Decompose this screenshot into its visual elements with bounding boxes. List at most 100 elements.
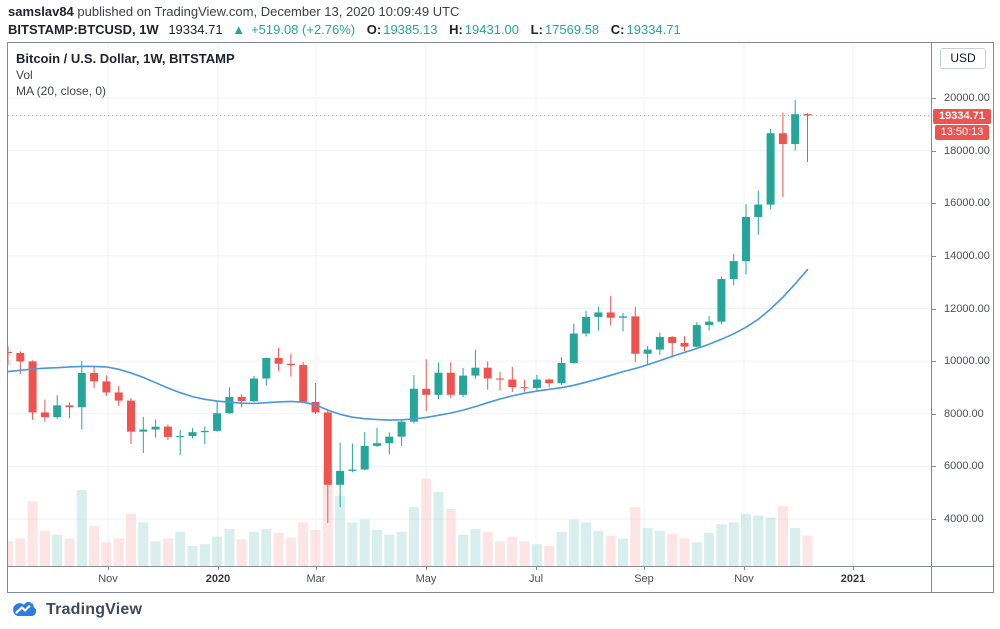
price-tick bbox=[932, 361, 936, 362]
candle-body bbox=[274, 357, 283, 364]
volume-bar bbox=[704, 532, 715, 566]
tradingview-attribution[interactable]: TradingView bbox=[12, 599, 142, 620]
time-axis[interactable]: Nov 2020 Mar May Jul Sep Nov 2021 bbox=[8, 566, 993, 592]
candle-body bbox=[655, 336, 664, 350]
candle-body bbox=[717, 279, 726, 322]
candle-body bbox=[77, 372, 86, 408]
price-tick-label: 20000.00 bbox=[944, 92, 990, 104]
candle-body bbox=[237, 396, 246, 402]
time-tick bbox=[536, 567, 537, 570]
candle-body bbox=[53, 405, 62, 418]
time-tick bbox=[744, 567, 745, 570]
candle-body bbox=[582, 316, 591, 334]
volume-bar bbox=[556, 531, 567, 566]
volume-bar bbox=[777, 506, 788, 566]
candle-body bbox=[286, 363, 295, 366]
price-tick bbox=[932, 309, 936, 310]
candle-body bbox=[139, 429, 148, 432]
last-price: 19334.71 bbox=[168, 22, 223, 37]
volume-bar bbox=[224, 528, 235, 566]
candle-body bbox=[409, 388, 418, 422]
volume-bar bbox=[605, 535, 616, 566]
author-name: samslav84 bbox=[8, 4, 74, 19]
price-tick-label: 14000.00 bbox=[944, 250, 990, 262]
candle-body bbox=[742, 216, 750, 262]
candle-body bbox=[754, 204, 763, 217]
volume-bar bbox=[396, 531, 407, 566]
price-change: +519.08 (+2.76%) bbox=[251, 22, 356, 37]
candle-body bbox=[791, 114, 800, 145]
volume-bar bbox=[741, 513, 751, 566]
price-tick-label: 18000.00 bbox=[944, 145, 990, 157]
volume-bar bbox=[482, 531, 493, 566]
price-tick bbox=[932, 256, 936, 257]
chart-plot-area[interactable]: Bitcoin / U.S. Dollar, 1W, BITSTAMP Vol … bbox=[8, 43, 931, 566]
volume-bar bbox=[433, 491, 444, 566]
candle-body bbox=[643, 349, 652, 354]
candle-body bbox=[766, 133, 775, 205]
candle-body bbox=[336, 470, 345, 485]
price-tick-label: 16000.00 bbox=[944, 197, 990, 209]
candle-body bbox=[311, 401, 320, 413]
candle-body bbox=[127, 400, 135, 432]
candle-body bbox=[102, 381, 111, 393]
volume-bar bbox=[187, 546, 198, 566]
candle-body bbox=[114, 392, 123, 401]
time-tick-label: 2020 bbox=[205, 573, 231, 585]
volume-bar bbox=[64, 538, 75, 566]
time-tick bbox=[426, 567, 427, 570]
open-label: O: bbox=[366, 22, 382, 37]
price-axis[interactable]: USD 19334.71 13:50:13 20000.00 18000.00 16… bbox=[931, 43, 993, 566]
candle-body bbox=[422, 388, 431, 395]
time-tick-label: 2021 bbox=[840, 573, 866, 585]
candle-body bbox=[385, 436, 394, 444]
up-triangle-icon: ▲ bbox=[232, 22, 246, 37]
volume-bar bbox=[691, 542, 702, 566]
volume-bar bbox=[150, 541, 161, 566]
volume-bar bbox=[138, 522, 149, 566]
volume-bar bbox=[642, 528, 653, 566]
candle-body bbox=[508, 379, 517, 388]
volume-bar bbox=[790, 528, 801, 566]
volume-bar bbox=[568, 519, 579, 566]
volume-bar bbox=[39, 530, 50, 566]
volume-bar bbox=[113, 538, 124, 566]
volume-bar bbox=[126, 513, 136, 566]
time-tick-label: Nov bbox=[734, 573, 754, 585]
volume-bar bbox=[52, 534, 63, 566]
volume-bar bbox=[76, 490, 87, 566]
price-tick-label: 6000.00 bbox=[944, 460, 984, 472]
published-text: published on TradingView.com, December 1… bbox=[73, 4, 460, 19]
candle-body bbox=[680, 342, 689, 347]
close-value: 19334.71 bbox=[626, 22, 681, 37]
bar-countdown-badge: 13:50:13 bbox=[935, 125, 989, 140]
volume-bar bbox=[802, 535, 813, 566]
candle-body bbox=[569, 333, 578, 363]
candle-body bbox=[483, 367, 492, 379]
volume-bar bbox=[667, 533, 678, 566]
candle-body bbox=[557, 362, 566, 384]
close-label: C: bbox=[610, 22, 625, 37]
candle-body bbox=[668, 336, 677, 343]
candle-body bbox=[163, 426, 172, 437]
time-tick-label: Jul bbox=[528, 573, 544, 585]
volume-bar bbox=[765, 517, 776, 566]
candle-body bbox=[729, 261, 738, 280]
volume-bar bbox=[199, 544, 210, 566]
volume-bar bbox=[630, 507, 641, 566]
axis-separator bbox=[931, 567, 932, 592]
volume-bar bbox=[372, 529, 382, 566]
volume-bar bbox=[335, 495, 346, 566]
volume-bar bbox=[310, 529, 321, 566]
currency-toggle-button[interactable]: USD bbox=[940, 48, 986, 69]
volume-bar bbox=[101, 542, 112, 566]
high-value: 19431.00 bbox=[464, 22, 520, 37]
price-chart[interactable] bbox=[8, 43, 931, 566]
candle-body bbox=[90, 372, 99, 382]
volume-bar bbox=[421, 478, 432, 566]
candle-body bbox=[594, 312, 603, 317]
candle-body bbox=[176, 436, 185, 438]
volume-bar bbox=[531, 544, 542, 566]
candle-body bbox=[151, 426, 160, 430]
low-value: 17569.58 bbox=[544, 22, 600, 37]
